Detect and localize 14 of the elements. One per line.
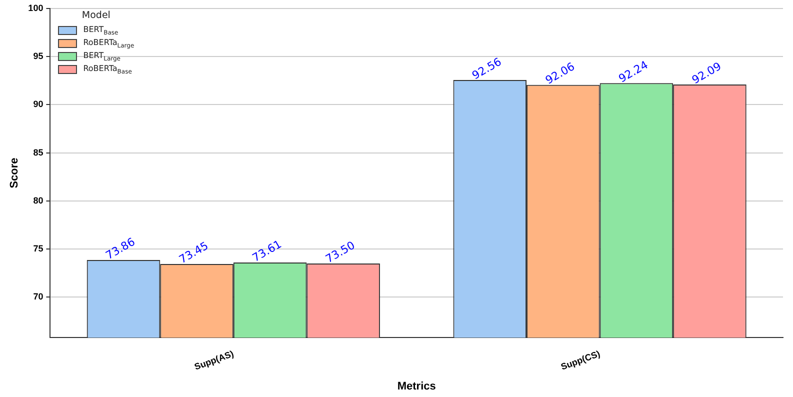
y-axis-title: Score <box>8 158 21 188</box>
y-tick-label: 100 <box>28 2 44 13</box>
legend-label: RoBERTa$_{Base}$ <box>83 64 132 76</box>
legend-label: BERT$_{Base}$ <box>83 25 118 37</box>
legend-label: BERT$_{Large}$ <box>83 51 120 63</box>
legend-title: Model <box>80 10 112 22</box>
y-tick-label: 80 <box>33 195 44 206</box>
y-tick-label: 95 <box>33 51 44 62</box>
legend-label: RoBERTa$_{Large}$ <box>83 38 134 50</box>
x-axis-title: Metrics <box>397 380 436 392</box>
y-tick-label: 75 <box>33 244 44 254</box>
y-tick-label: 70 <box>33 292 44 302</box>
y-tick-label: 90 <box>33 99 44 110</box>
y-tick-label: 85 <box>33 147 44 158</box>
